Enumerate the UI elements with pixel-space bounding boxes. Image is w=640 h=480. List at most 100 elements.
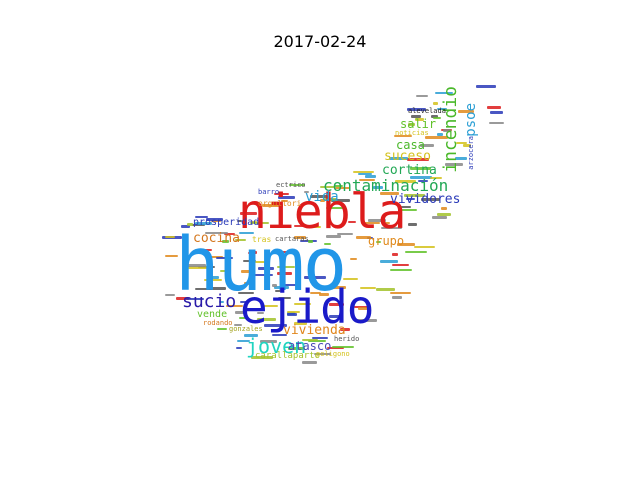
tiny-word-mark (337, 233, 353, 235)
tiny-word-mark (343, 278, 358, 280)
tiny-word-mark (334, 185, 343, 187)
tiny-word-mark (443, 129, 451, 132)
tiny-word-mark (332, 346, 354, 348)
tiny-word-mark (394, 135, 412, 137)
word-incendio: incendio (440, 86, 461, 173)
tiny-word-mark (187, 223, 193, 226)
tiny-word-mark (487, 106, 501, 109)
tiny-word-mark (350, 258, 357, 260)
tiny-word-mark (207, 256, 223, 258)
tiny-word-mark (358, 173, 372, 175)
word-vida: vida (305, 189, 339, 205)
tiny-word-mark (410, 176, 432, 179)
tiny-word-mark (458, 110, 474, 113)
tiny-word-mark (281, 200, 288, 202)
tiny-word-mark (489, 122, 504, 124)
chart-title: 2017-02-24 (273, 32, 367, 51)
tiny-word-mark (258, 267, 274, 270)
tiny-word-mark (356, 236, 371, 239)
tiny-word-mark (437, 213, 451, 216)
tiny-word-mark (441, 207, 447, 210)
tiny-word-mark (437, 133, 443, 136)
word-vividores: vividores (390, 192, 461, 207)
tiny-word-mark (320, 186, 335, 188)
word-alevelada: alevelada (408, 107, 446, 115)
tiny-word-mark (255, 261, 270, 263)
tiny-word-mark (406, 198, 415, 200)
tiny-word-mark (279, 251, 292, 253)
tiny-word-mark (274, 286, 289, 289)
tiny-word-mark (238, 292, 254, 294)
tiny-word-mark (416, 95, 428, 97)
tiny-word-mark (414, 246, 435, 248)
tiny-word-mark (192, 224, 205, 226)
tiny-word-mark (262, 204, 283, 207)
tiny-word-mark (456, 142, 467, 144)
tiny-word-mark (383, 222, 390, 224)
tiny-word-mark (310, 292, 321, 294)
word-niebla: niebla (238, 184, 406, 240)
tiny-word-mark (260, 340, 277, 343)
tiny-word-mark (257, 312, 264, 314)
tiny-word-mark (165, 294, 175, 296)
tiny-word-mark (340, 328, 350, 331)
tiny-word-mark (264, 324, 287, 327)
word-cortina: cortina (382, 163, 437, 178)
tiny-word-mark (356, 319, 377, 322)
tiny-word-mark (373, 186, 383, 189)
word-tras: tras (252, 235, 272, 244)
tiny-word-mark (240, 301, 247, 303)
tiny-word-mark (288, 347, 305, 350)
word-casa: casa (396, 138, 425, 152)
tiny-word-mark (361, 222, 380, 224)
tiny-word-mark (425, 136, 448, 139)
tiny-word-mark (348, 221, 356, 223)
tiny-word-mark (310, 226, 321, 228)
tiny-word-mark (186, 264, 206, 267)
word-prosperidad: prosperidad (193, 217, 260, 228)
tiny-word-mark (277, 266, 295, 268)
tiny-word-mark (433, 117, 441, 119)
tiny-word-mark (244, 334, 258, 337)
word-electrico: ectrico (276, 181, 306, 189)
tiny-word-mark (320, 199, 325, 202)
tiny-word-mark (420, 144, 434, 147)
tiny-word-mark (272, 284, 277, 287)
tiny-word-mark (407, 108, 426, 111)
word-rodando: rodando (203, 319, 233, 327)
tiny-word-mark (319, 293, 329, 296)
word-contaminacion: contaminación (323, 176, 449, 195)
tiny-word-mark (376, 241, 381, 243)
tiny-word-mark (294, 236, 306, 239)
word-sucio: sucio (182, 291, 237, 312)
word-cartaras: cartaras (275, 235, 309, 243)
tiny-word-mark (430, 177, 442, 179)
tiny-word-mark (397, 243, 415, 246)
tiny-word-mark (195, 216, 208, 218)
tiny-word-mark (324, 243, 331, 245)
tiny-word-mark (490, 111, 503, 114)
tiny-word-mark (195, 288, 212, 290)
tiny-word-mark (235, 311, 246, 314)
tiny-word-mark (239, 317, 246, 319)
tiny-word-mark (237, 340, 250, 342)
tiny-word-mark (205, 232, 228, 234)
tiny-word-mark (401, 206, 411, 208)
tiny-word-mark (181, 225, 190, 228)
tiny-word-mark (331, 199, 350, 202)
tiny-word-mark (240, 212, 257, 215)
word-ejido: ejido (240, 280, 374, 334)
word-vivienda: vivienda (283, 323, 346, 338)
word-atasco: atasco (288, 339, 332, 353)
tiny-word-mark (326, 235, 341, 238)
tiny-word-mark (243, 260, 256, 262)
tiny-word-mark (176, 297, 189, 300)
tiny-word-mark (432, 216, 447, 219)
tiny-word-mark (234, 324, 242, 326)
tiny-word-mark (421, 198, 440, 201)
tiny-word-mark (236, 347, 242, 349)
tiny-word-mark (259, 222, 269, 224)
tiny-word-mark (310, 195, 330, 198)
tiny-word-mark (241, 270, 250, 273)
tiny-word-mark (275, 290, 281, 292)
